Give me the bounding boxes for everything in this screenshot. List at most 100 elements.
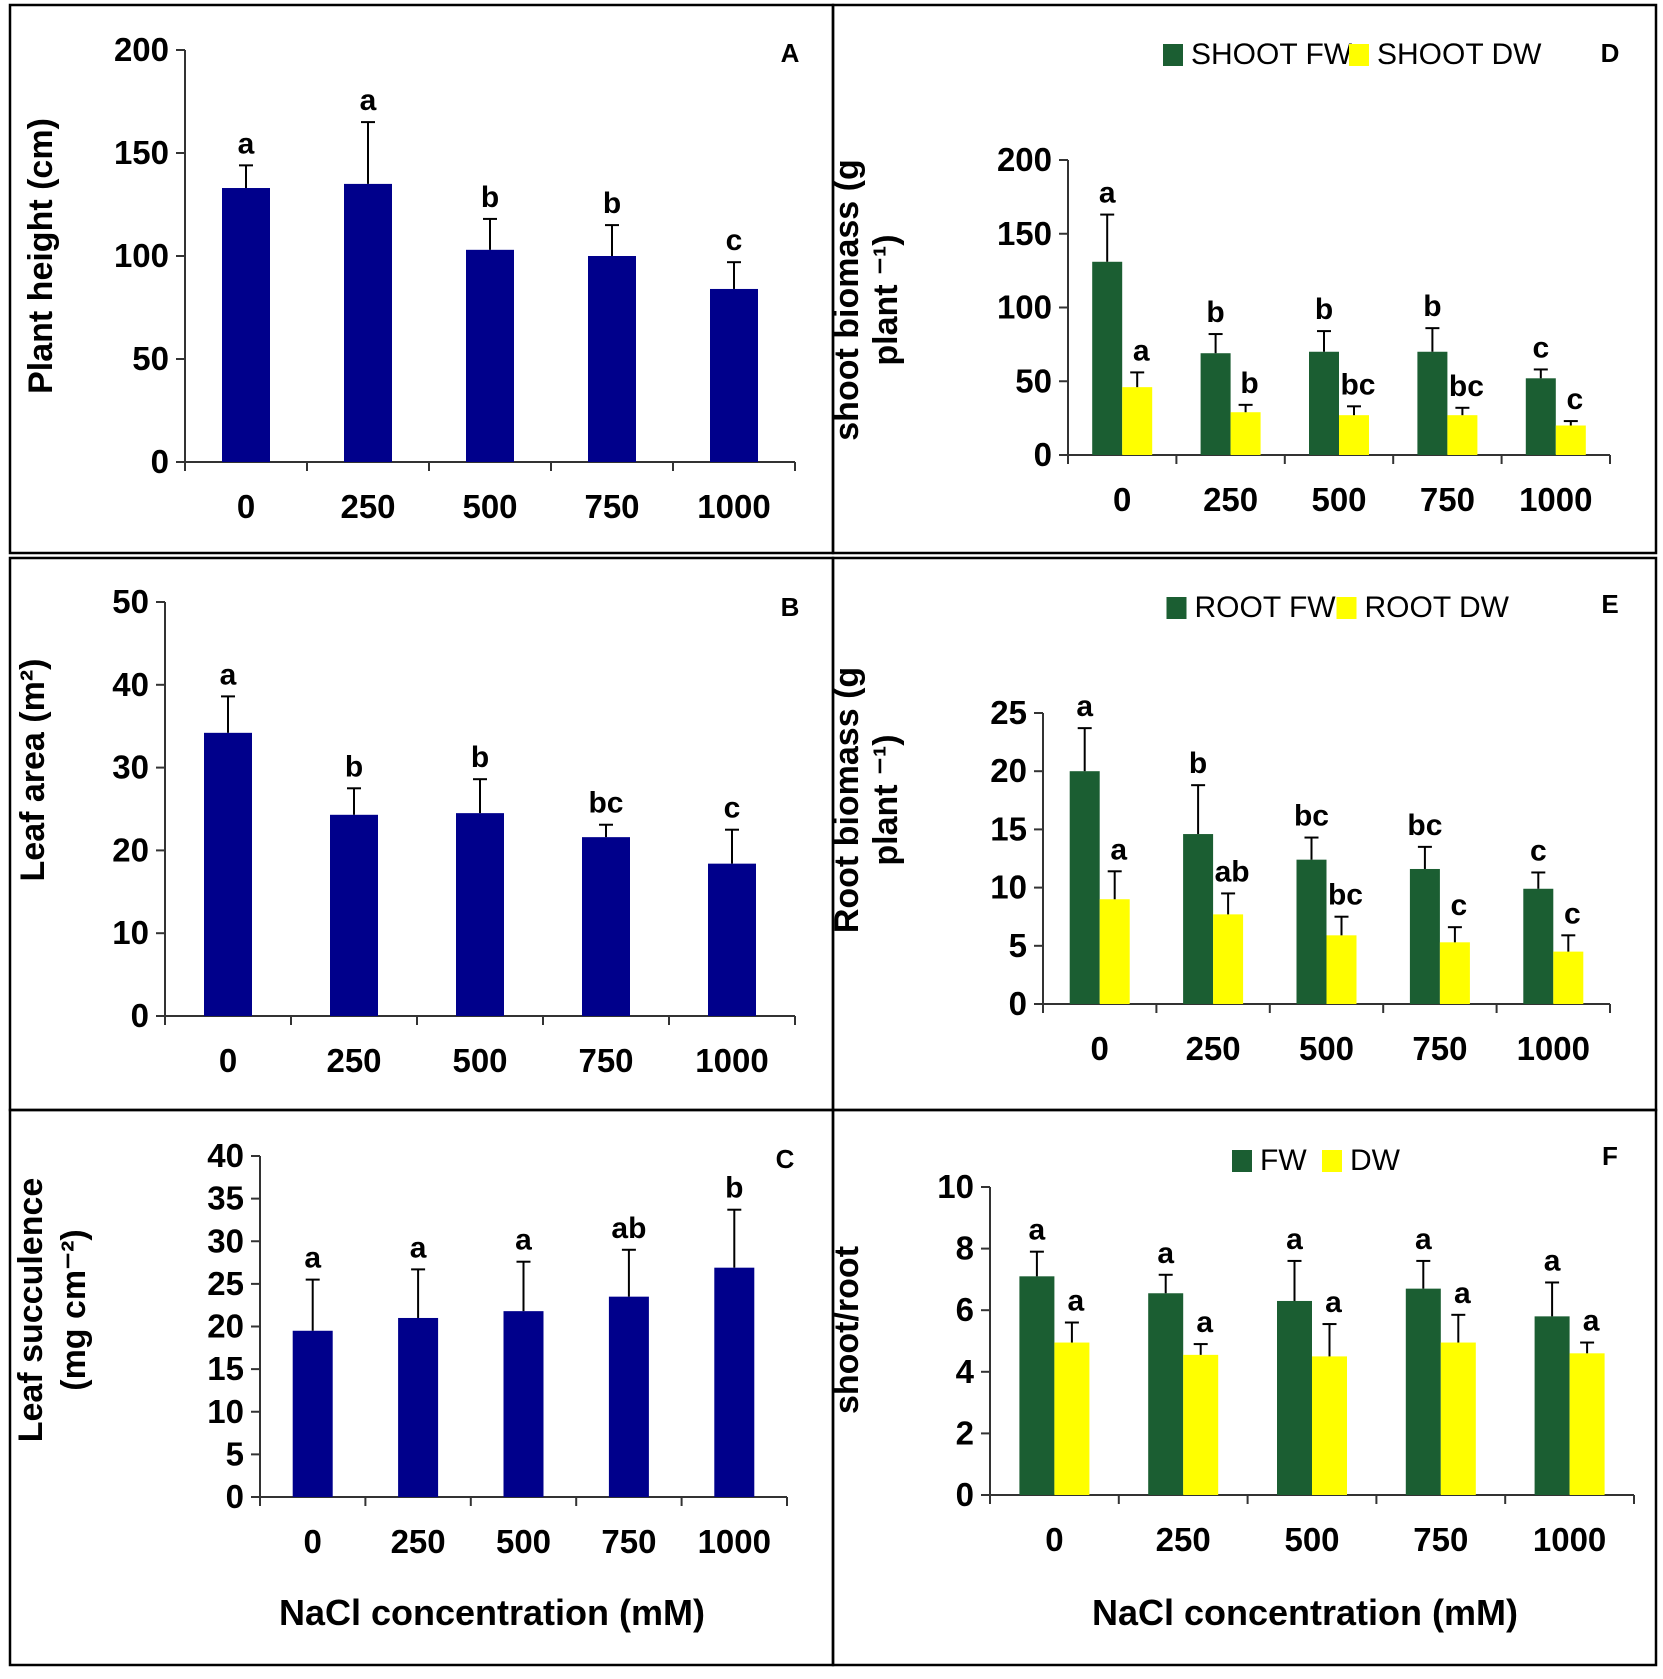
bar-c-s0-0 xyxy=(292,1330,333,1497)
x-tick-label: 750 xyxy=(1413,1521,1468,1558)
x-tick-label: 500 xyxy=(1311,481,1366,518)
bar-a-s0-4 xyxy=(710,288,758,462)
y-tick-label: 200 xyxy=(114,31,169,68)
y-tick-label: 150 xyxy=(997,215,1052,252)
x-tick-label: 250 xyxy=(340,488,395,525)
bar-b-s0-1 xyxy=(330,814,378,1016)
panel-letter: A xyxy=(781,38,800,68)
legend-label: ROOT DW xyxy=(1365,591,1510,624)
x-tick-label: 1000 xyxy=(1519,481,1592,518)
y-tick-label: 40 xyxy=(207,1137,244,1174)
y-tick-label: 0 xyxy=(131,997,149,1034)
significance-label: a xyxy=(1110,833,1127,866)
y-axis-label: Leaf area (m²) xyxy=(14,659,52,882)
bar-e-s1-4 xyxy=(1553,951,1584,1004)
significance-label: a xyxy=(1099,177,1116,210)
bar-d-s1-2 xyxy=(1339,415,1369,455)
bar-e-s0-2 xyxy=(1296,859,1327,1004)
bar-e-s1-3 xyxy=(1439,942,1470,1004)
bar-e-s0-1 xyxy=(1183,834,1214,1004)
panel-letter: B xyxy=(781,592,800,622)
significance-label: a xyxy=(1196,1306,1213,1339)
y-tick-label: 5 xyxy=(1009,927,1027,964)
x-tick-label: 1000 xyxy=(1517,1030,1590,1067)
x-tick-label: 0 xyxy=(237,488,255,525)
x-tick-label: 500 xyxy=(452,1042,507,1079)
legend: ROOT FW ROOT DW xyxy=(1166,591,1510,624)
y-axis-label: shoot biomass (g xyxy=(828,159,866,440)
significance-label: a xyxy=(1583,1305,1600,1338)
bar-f-s1-0 xyxy=(1054,1342,1090,1495)
legend-label: SHOOT FW xyxy=(1191,38,1353,71)
bar-a-s0-1 xyxy=(344,183,392,462)
x-tick-label: 250 xyxy=(391,1523,446,1560)
y-tick-label: 25 xyxy=(990,694,1027,731)
significance-label: bc xyxy=(1328,879,1363,912)
bar-e-s1-0 xyxy=(1099,899,1130,1004)
legend-swatch-0 xyxy=(1163,44,1183,66)
significance-label: a xyxy=(515,1224,532,1257)
y-tick-label: 15 xyxy=(990,810,1027,847)
x-tick-label: 250 xyxy=(1186,1030,1241,1067)
significance-label: c xyxy=(1564,897,1581,930)
bar-a-s0-0 xyxy=(222,188,270,462)
y-tick-label: 20 xyxy=(112,831,149,868)
bar-c-s0-1 xyxy=(398,1317,439,1497)
x-axis-label: NaCl concentration (mM) xyxy=(279,1592,705,1633)
significance-label: b xyxy=(603,187,621,220)
y-tick-label: 10 xyxy=(937,1168,974,1205)
legend-label: DW xyxy=(1350,1144,1401,1177)
panel-letter: D xyxy=(1601,38,1620,68)
panel-a: A 0 50 100 150 200 0 250 500 750 1000 a a b b c Plant he… xyxy=(8,3,835,555)
bar-c-s0-2 xyxy=(503,1311,544,1497)
significance-label: a xyxy=(1068,1285,1085,1318)
y-tick-label: 40 xyxy=(112,666,149,703)
legend-swatch-1 xyxy=(1322,1150,1342,1172)
panel-letter: C xyxy=(776,1144,795,1174)
significance-label: a xyxy=(1544,1244,1561,1277)
bar-d-s1-3 xyxy=(1447,415,1478,455)
bar-e-s0-0 xyxy=(1069,771,1100,1004)
y-tick-label: 150 xyxy=(114,134,169,171)
y-tick-label: 4 xyxy=(956,1353,975,1390)
y-tick-label: 20 xyxy=(990,752,1027,789)
panel-letter: E xyxy=(1601,589,1618,619)
y-axis-label: Leaf succulence xyxy=(12,1178,50,1443)
x-tick-label: 1000 xyxy=(697,488,770,525)
significance-label: b xyxy=(481,181,499,214)
panel-letter: F xyxy=(1602,1141,1618,1171)
legend: FW DW xyxy=(1232,1144,1401,1177)
significance-label: a xyxy=(1133,334,1150,367)
x-tick-label: 250 xyxy=(326,1042,381,1079)
y-tick-label: 0 xyxy=(151,443,169,480)
x-tick-label: 250 xyxy=(1156,1521,1211,1558)
y-tick-label: 15 xyxy=(207,1350,244,1387)
y-axis-label-line2: (mg cm⁻²) xyxy=(55,1229,93,1391)
bar-c-s0-4 xyxy=(714,1267,755,1497)
y-axis-label: shoot/root xyxy=(828,1246,866,1414)
bar-f-s0-1 xyxy=(1148,1293,1184,1495)
y-tick-label: 30 xyxy=(207,1222,244,1259)
panel-frame xyxy=(831,1108,1658,1667)
significance-label: b xyxy=(345,750,363,783)
x-tick-label: 250 xyxy=(1203,481,1258,518)
bar-d-s0-0 xyxy=(1092,261,1123,455)
significance-label: b xyxy=(471,741,489,774)
x-tick-label: 1000 xyxy=(695,1042,768,1079)
significance-label: a xyxy=(1325,1286,1342,1319)
significance-label: c xyxy=(1532,331,1549,364)
x-tick-label: 750 xyxy=(601,1523,656,1560)
bar-e-s0-3 xyxy=(1409,868,1440,1004)
bar-d-s0-1 xyxy=(1200,353,1231,455)
x-tick-label: 500 xyxy=(462,488,517,525)
y-tick-label: 10 xyxy=(207,1393,244,1430)
bar-d-s1-4 xyxy=(1555,425,1586,455)
bar-e-s0-4 xyxy=(1523,888,1554,1004)
bar-f-s0-3 xyxy=(1405,1288,1441,1495)
y-tick-label: 35 xyxy=(207,1180,244,1217)
y-tick-label: 10 xyxy=(112,914,149,951)
y-tick-label: 0 xyxy=(226,1478,244,1515)
x-tick-label: 0 xyxy=(1045,1521,1063,1558)
